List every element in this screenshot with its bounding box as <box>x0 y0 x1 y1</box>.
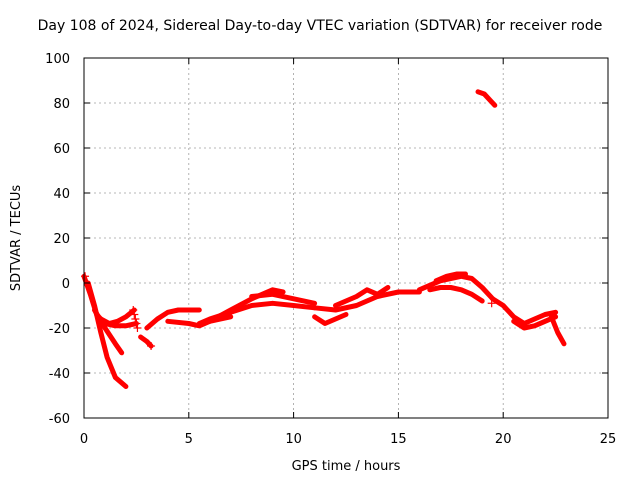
y-tick-label: -20 <box>49 322 70 337</box>
plus-marker <box>133 324 142 332</box>
y-tick-label: 60 <box>53 142 70 157</box>
plus-marker <box>487 299 496 308</box>
series-lower-21h <box>511 314 559 331</box>
series-main-5h <box>144 307 202 331</box>
data-markers <box>81 272 496 350</box>
y-tick-label: -40 <box>49 367 70 382</box>
series-end-22h <box>548 314 567 347</box>
series-upper-17h <box>433 271 468 284</box>
x-axis-label: GPS time / hours <box>292 459 401 474</box>
series-dip-11h <box>312 312 349 326</box>
series-upper-13h <box>333 285 391 308</box>
series-lower-17h <box>427 285 485 304</box>
plus-marker <box>147 342 156 350</box>
series-upper-branch <box>98 307 137 326</box>
series-outlier-19h <box>475 89 498 108</box>
x-tick-label: 20 <box>495 432 512 447</box>
series-segment-3h <box>138 334 154 349</box>
y-tick-label: 80 <box>53 97 70 112</box>
series-low-branch <box>85 280 129 389</box>
x-tick-label: 15 <box>390 432 407 447</box>
x-tick-label: 5 <box>185 432 193 447</box>
series-main-20h <box>490 296 559 326</box>
data-series <box>81 89 567 389</box>
y-tick-label: 0 <box>62 277 70 292</box>
plus-marker <box>129 306 138 314</box>
plus-marker <box>81 272 90 281</box>
x-tick-label: 25 <box>600 432 617 447</box>
x-tick-label: 10 <box>285 432 302 447</box>
y-tick-label: -60 <box>49 412 70 427</box>
series-main-17h <box>416 273 496 302</box>
chart-title: Day 108 of 2024, Sidereal Day-to-day VTE… <box>37 18 603 34</box>
plus-marker <box>131 315 140 323</box>
axis-ticks: 0 5 10 15 20 25 -60 -40 -20 0 20 40 60 80 100 <box>45 52 616 447</box>
series-main-13h <box>312 289 422 313</box>
plus-marker <box>132 319 141 328</box>
y-tick-label: 20 <box>53 232 70 247</box>
y-tick-label: 100 <box>45 52 70 67</box>
x-tick-label: 0 <box>80 432 88 447</box>
grid <box>84 58 608 418</box>
series-upper-9h <box>249 291 318 306</box>
y-axis-label: SDTVAR / TECUs <box>9 185 24 292</box>
y-tick-label: 40 <box>53 187 70 202</box>
plus-marker <box>130 310 139 319</box>
